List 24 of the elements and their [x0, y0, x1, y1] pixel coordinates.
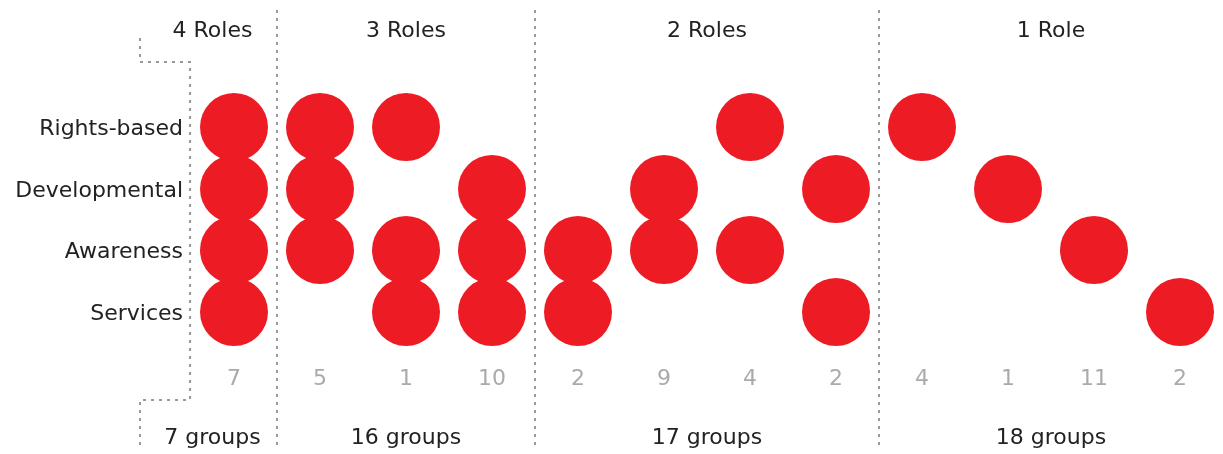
data-label: 2: [829, 365, 843, 390]
category-label: Developmental: [15, 177, 183, 202]
data-label: 4: [743, 365, 757, 390]
data-label: 5: [313, 365, 327, 390]
text: 4 Roles: [172, 17, 253, 42]
data-label: 2: [571, 365, 585, 390]
text: 7 groups: [164, 424, 261, 449]
category-label: Services: [90, 300, 183, 325]
data-label: 9: [657, 365, 671, 390]
text: 1 Role: [1016, 17, 1086, 42]
text: 18 groups: [995, 424, 1107, 449]
data-label: 1: [1001, 365, 1015, 390]
text: 16 groups: [350, 424, 462, 449]
category-label: Rights-based: [39, 115, 183, 140]
category-label: Awareness: [64, 238, 183, 263]
data-label: 4: [915, 365, 929, 390]
data-label: 11: [1080, 365, 1108, 390]
text: 3 Roles: [366, 17, 446, 42]
text: 17 groups: [651, 424, 763, 449]
text: 2 Roles: [667, 17, 747, 42]
data-label: 10: [478, 365, 506, 390]
data-label: 7: [227, 365, 241, 390]
data-label: 2: [1173, 365, 1187, 390]
data-label: 1: [399, 365, 413, 390]
